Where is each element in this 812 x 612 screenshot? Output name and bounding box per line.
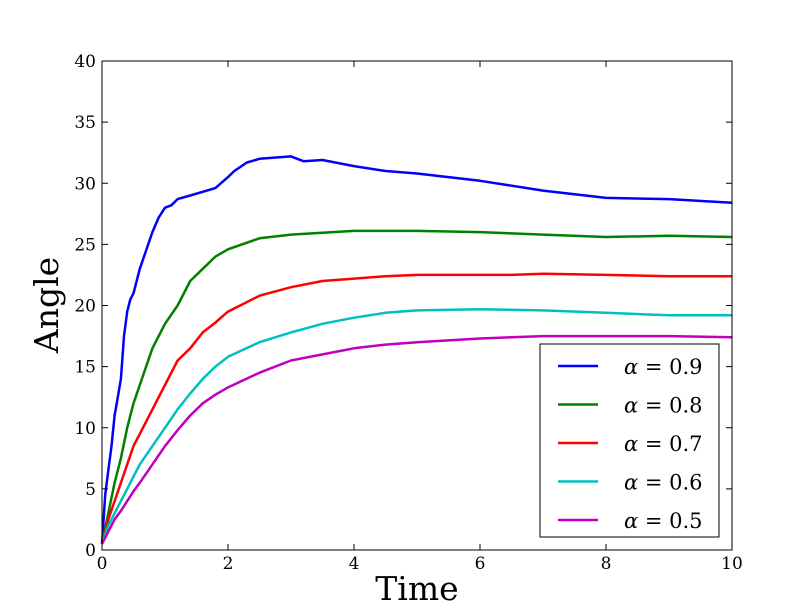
series-line-2 <box>100 272 732 545</box>
y-tick-label: 5 <box>85 480 96 500</box>
series-line-4 <box>100 334 733 545</box>
y-tick-label: 0 <box>85 541 96 561</box>
x-tick-label: 10 <box>721 554 743 574</box>
series-line-0 <box>100 155 733 544</box>
y-axis-title: Angle <box>27 257 66 354</box>
series-lines <box>100 155 733 545</box>
legend-label-1: α = 0.8 <box>624 394 703 418</box>
x-tick-label: 4 <box>349 554 360 574</box>
x-tick-label: 8 <box>601 554 612 574</box>
y-tick-label: 15 <box>74 358 96 378</box>
series-line-1 <box>100 229 733 545</box>
plot-frame <box>101 60 733 551</box>
y-tick-label: 10 <box>74 419 96 439</box>
y-tick-label: 25 <box>74 235 96 255</box>
legend-label-0: α = 0.9 <box>624 355 703 379</box>
x-tick-label: 6 <box>475 554 486 574</box>
legend-label-3: α = 0.6 <box>624 471 703 495</box>
y-tick-label: 35 <box>74 113 96 133</box>
legend-label-2: α = 0.7 <box>624 432 703 456</box>
y-tick-label: 40 <box>74 52 96 72</box>
x-tick-label: 2 <box>223 554 234 574</box>
legend-label-4: α = 0.5 <box>624 509 703 533</box>
legend-box <box>539 343 720 538</box>
y-tick-label: 30 <box>74 174 96 194</box>
axis-ticks: 0 2 4 6 8 10 0 5 10 15 20 25 30 35 40 <box>74 52 742 574</box>
y-tick-label: 20 <box>74 297 96 317</box>
series-line-3 <box>100 307 732 545</box>
legend: α = 0.9 α = 0.8 α = 0.7 α = 0.6 α = 0.5 <box>539 343 720 538</box>
x-axis-title: Time <box>375 569 458 608</box>
x-tick-label: 0 <box>97 554 108 574</box>
